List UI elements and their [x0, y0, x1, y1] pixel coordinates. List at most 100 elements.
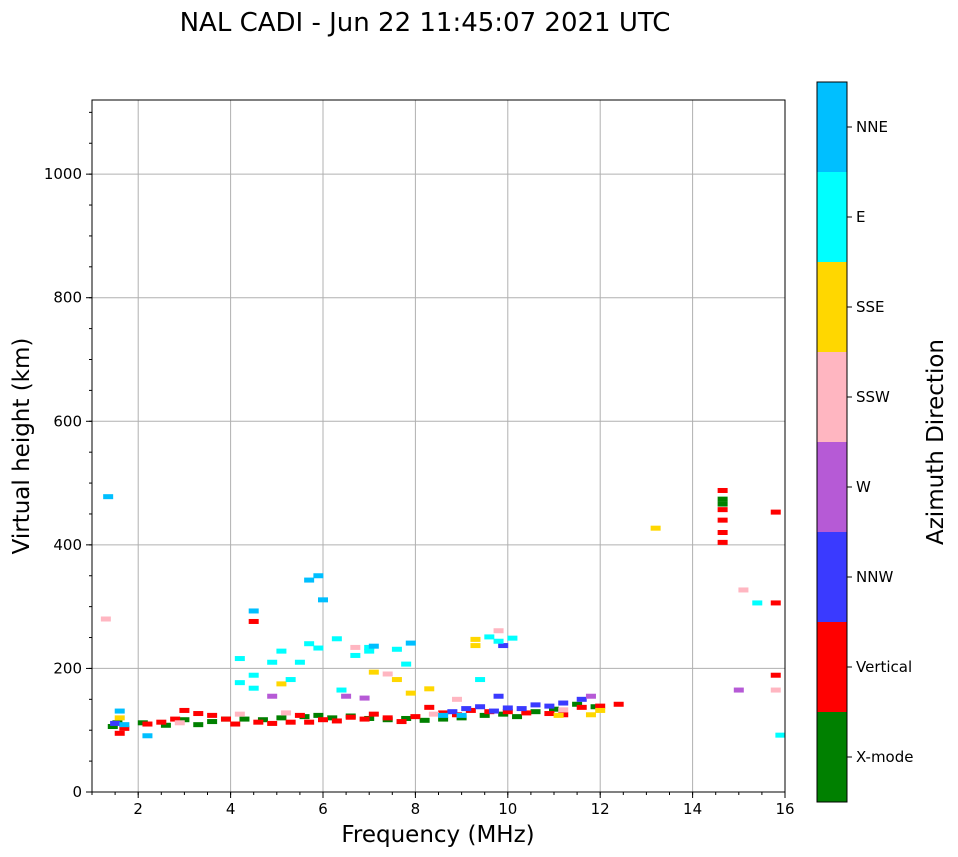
colorbar-label-e: E: [856, 208, 865, 226]
echo-point-e: [336, 687, 347, 693]
echo-point-w: [267, 693, 278, 699]
echo-point-nne: [103, 494, 114, 500]
echo-point-e: [507, 635, 518, 641]
echo-point-sse: [391, 677, 402, 683]
echo-point-vertical: [248, 618, 259, 624]
colorbar-label-vertical: Vertical: [856, 658, 912, 676]
echo-point-vertical: [717, 517, 728, 523]
azimuth-colorbar: X-mode Vertical NNW W SSW SSE E NNE: [816, 81, 913, 803]
echo-point-vertical: [544, 711, 555, 717]
echo-point-vertical: [521, 710, 532, 716]
chart-title: NAL CADI - Jun 22 11:45:07 2021 UTC: [180, 8, 671, 38]
echo-point-nne: [114, 708, 125, 714]
y-tick-label: 600: [53, 412, 82, 430]
echo-point-e: [285, 677, 296, 683]
y-tick-label: 400: [53, 536, 82, 554]
echo-point-e: [401, 661, 412, 667]
echo-point-x-mode: [107, 724, 118, 730]
echo-point-x-mode: [327, 715, 338, 721]
echo-point-vertical: [424, 704, 435, 710]
echo-point-ssw: [428, 711, 439, 717]
echo-point-e: [267, 659, 278, 665]
echo-point-ssw: [451, 696, 462, 702]
colorbar-label-ssw: SSW: [856, 388, 890, 406]
echo-point-vertical: [345, 714, 356, 720]
echo-point-ssw: [281, 710, 292, 716]
echo-point-nne: [318, 597, 328, 603]
echo-point-ssw: [382, 671, 393, 677]
echo-point-x-mode: [193, 722, 204, 728]
x-tick-label: 14: [683, 800, 702, 818]
echo-point-vertical: [613, 701, 624, 707]
echo-point-e: [248, 672, 259, 678]
echo-point-vertical: [318, 717, 328, 723]
echo-point-vertical: [331, 718, 342, 724]
x-tick-label: 4: [226, 800, 236, 818]
echo-point-sse: [595, 707, 606, 713]
x-axis-label: Frequency (MHz): [341, 822, 534, 848]
echo-point-x-mode: [572, 701, 583, 707]
echo-point-ssw: [100, 616, 111, 622]
x-tick-label: 16: [775, 800, 794, 818]
y-axis-ticks: 0 200 400 600 800 1000: [44, 111, 92, 801]
echo-point-vertical: [770, 509, 781, 515]
plot-area: 2 4 6 8 10 12 14 16 0 200 400 600 800 1000: [44, 99, 795, 818]
echo-point-nne: [304, 577, 315, 583]
colorbar-segment: [817, 352, 847, 442]
colorbar-frame: [816, 81, 848, 803]
echo-point-vertical: [770, 600, 781, 606]
echo-point-nnw: [493, 693, 504, 699]
echo-point-e: [752, 600, 763, 606]
echo-point-nne: [142, 733, 153, 739]
colorbar-segment: [817, 712, 847, 802]
echo-point-vertical: [576, 704, 587, 710]
echo-point-nne: [438, 712, 449, 718]
echo-point-nnw: [544, 703, 555, 709]
echo-point-sse: [650, 525, 661, 531]
echo-point-vertical: [230, 721, 241, 727]
colorbar-label-w: W: [856, 478, 871, 496]
y-tick-label: 1000: [44, 165, 82, 183]
x-tick-label: 8: [411, 800, 421, 818]
echo-point-sse: [368, 669, 379, 675]
echo-point-vertical: [170, 716, 181, 722]
echo-point-ssw: [234, 711, 245, 717]
echo-point-nne: [248, 608, 259, 614]
echo-point-e: [350, 652, 361, 658]
echo-point-e: [234, 656, 245, 662]
echo-point-sse: [114, 715, 125, 721]
echo-point-vertical: [114, 730, 125, 736]
echo-point-vertical: [220, 716, 231, 722]
echo-point-w: [341, 693, 352, 699]
echo-point-vertical: [717, 487, 728, 493]
echo-point-nnw: [475, 704, 486, 710]
grid-lines: [92, 100, 786, 793]
echo-point-x-mode: [549, 706, 559, 712]
echo-point-e: [493, 638, 504, 644]
echo-point-w: [733, 687, 744, 693]
colorbar-label-x-mode: X-mode: [856, 748, 913, 766]
echo-point-sse: [276, 681, 287, 687]
echo-point-sse: [470, 643, 481, 649]
echo-point-x-mode: [717, 501, 728, 507]
echo-point-nne: [368, 643, 379, 649]
echo-point-vertical: [410, 714, 421, 720]
echo-point-x-mode: [401, 715, 412, 721]
echo-point-x-mode: [479, 712, 490, 718]
colorbar-segment: [817, 172, 847, 262]
echo-point-e: [331, 636, 342, 642]
echo-point-ssw: [493, 628, 504, 634]
echo-point-nne: [405, 640, 416, 646]
x-axis-ticks: 2 4 6 8 10 12 14 16: [91, 792, 795, 818]
colorbar-label-sse: SSE: [856, 298, 885, 316]
y-tick-label: 800: [53, 289, 82, 307]
echo-point-w: [359, 695, 370, 701]
plot-background: [92, 100, 785, 792]
echo-point-e: [391, 646, 402, 652]
echo-point-nnw: [110, 720, 121, 726]
echo-point-nne: [456, 712, 467, 718]
echo-point-sse: [470, 636, 481, 642]
echo-point-vertical: [595, 703, 606, 709]
echo-point-nnw: [530, 702, 541, 708]
